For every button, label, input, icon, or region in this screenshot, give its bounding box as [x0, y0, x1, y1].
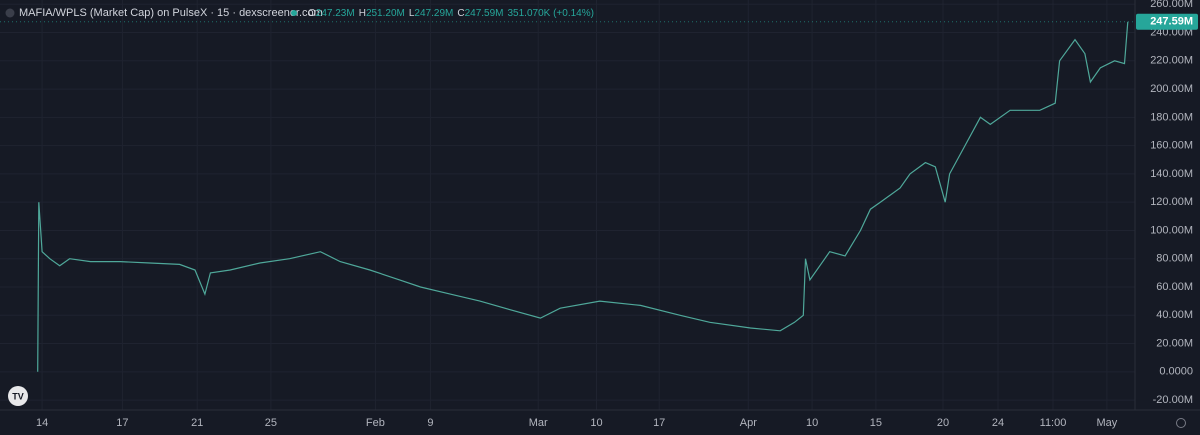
y-tick-label: 0.0000 — [1159, 366, 1193, 378]
x-tick-label: 10 — [590, 417, 602, 429]
x-tick-label: 20 — [937, 417, 949, 429]
y-tick-label: -20.00M — [1153, 394, 1193, 406]
x-tick-label: Mar — [529, 417, 548, 429]
chart-title: MAFIA/WPLS (Market Cap) on PulseX · 15 ·… — [19, 7, 323, 19]
x-tick-label: 11:00 — [1040, 417, 1067, 429]
settings-button[interactable] — [1176, 418, 1186, 428]
x-tick-label: 10 — [806, 417, 818, 429]
x-tick-label: 9 — [427, 417, 433, 429]
token-icon — [5, 8, 15, 18]
ohlc-value: 247.29M — [414, 8, 453, 19]
x-tick-label: 15 — [870, 417, 882, 429]
ohlc-key: O — [308, 8, 316, 19]
x-tick-label: 21 — [191, 417, 203, 429]
last-price-box — [1136, 13, 1198, 30]
x-tick-label: May — [1097, 417, 1118, 429]
ohlc-value: 247.23M — [316, 8, 355, 19]
x-tick-label: 14 — [36, 417, 48, 429]
y-tick-label: 80.00M — [1156, 253, 1193, 265]
y-tick-label: 20.00M — [1156, 337, 1193, 349]
y-tick-label: 200.00M — [1150, 83, 1193, 95]
y-tick-label: 160.00M — [1150, 140, 1193, 152]
y-tick-label: 40.00M — [1156, 309, 1193, 321]
ohlc-key: H — [359, 8, 366, 19]
x-tick-label: Feb — [366, 417, 385, 429]
ohlc-key: C — [457, 8, 464, 19]
svg-text:TV: TV — [12, 391, 24, 401]
y-tick-label: 120.00M — [1150, 196, 1193, 208]
price-line — [37, 21, 1129, 372]
y-tick-label: 60.00M — [1156, 281, 1193, 293]
x-tick-label: Apr — [740, 417, 757, 429]
ohlc-key: L — [409, 8, 415, 19]
y-tick-label: 180.00M — [1150, 111, 1193, 123]
ohlc-value: 247.59M — [465, 8, 504, 19]
x-tick-label: 17 — [653, 417, 665, 429]
grid — [0, 0, 1135, 410]
y-tick-label: 220.00M — [1150, 55, 1193, 67]
tv-logo: TV — [8, 386, 28, 406]
x-tick-label: 17 — [116, 417, 128, 429]
y-tick-label: 100.00M — [1150, 224, 1193, 236]
ohlc-legend: O247.23M H251.20M L247.29M C247.59M 351.070K… — [308, 8, 594, 19]
status-dot — [291, 10, 297, 16]
x-tick-label: 25 — [265, 417, 277, 429]
x-tick-label: 24 — [992, 417, 1004, 429]
ohlc-change: 351.070K (+0.14%) — [508, 8, 594, 19]
last-price-label: 247.59M — [1150, 16, 1193, 28]
y-tick-label: 260.00M — [1150, 0, 1193, 10]
y-tick-label: 140.00M — [1150, 168, 1193, 180]
ohlc-value: 251.20M — [366, 8, 405, 19]
